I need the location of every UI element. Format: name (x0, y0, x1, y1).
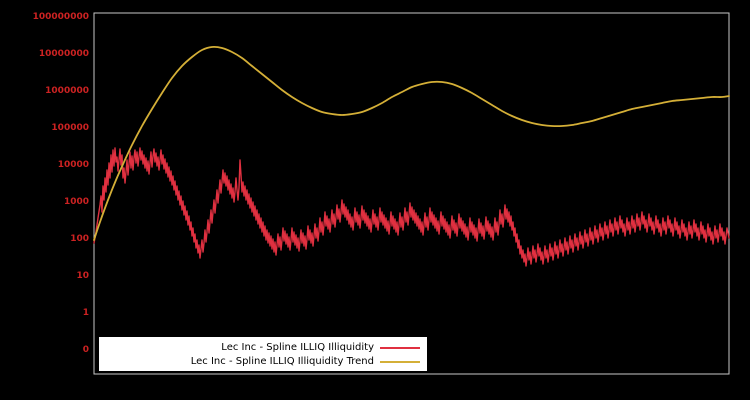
legend-entry-illiquidity[interactable]: Lec Inc - Spline ILLIQ Illiquidity (100, 340, 428, 355)
y-axis-tick-labels: 100000000 10000000 1000000 100000 10000 1000 1… (0, 0, 89, 400)
data-series-layer (93, 45, 730, 267)
y-tick-label: 10000000 (38, 49, 89, 59)
y-tick-label: 100000000 (32, 12, 89, 22)
y-tick-label: 1000 (63, 197, 89, 207)
y-tick-label: 100 (70, 234, 89, 244)
axes-frame (93, 12, 730, 375)
y-tick-label: 10000 (57, 160, 89, 170)
legend-label-illiquidity-trend: Lec Inc - Spline ILLIQ Illiquidity Trend (190, 355, 374, 367)
y-tick-label: 1000000 (45, 86, 89, 96)
legend-swatch-illiquidity (380, 346, 420, 349)
y-tick-label: 0 (82, 345, 89, 355)
plot-frame (93, 12, 730, 375)
series-line-illiquidity (93, 147, 730, 267)
y-tick-label: 100000 (51, 123, 89, 133)
y-tick-label: 10 (76, 271, 89, 281)
chart-legend[interactable]: Lec Inc - Spline ILLIQ Illiquidity Lec I… (99, 337, 427, 371)
legend-label-illiquidity: Lec Inc - Spline ILLIQ Illiquidity (221, 341, 374, 353)
y-tick-label: 1 (82, 308, 89, 318)
series-line-illiquidity-trend (93, 45, 730, 241)
legend-entry-illiquidity-trend[interactable]: Lec Inc - Spline ILLIQ Illiquidity Trend (100, 354, 428, 369)
legend-swatch-illiquidity-trend (380, 360, 420, 363)
